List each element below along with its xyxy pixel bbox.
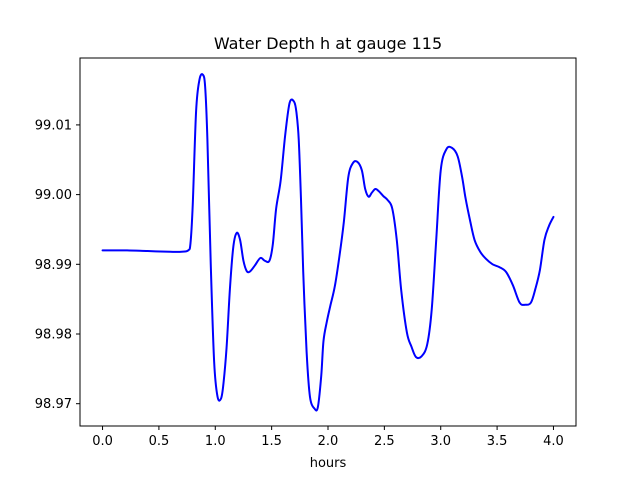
x-tick-label: 2.5 bbox=[374, 434, 395, 449]
x-axis: 0.0 0.5 1.0 1.5 2.0 2.5 3.0 3.5 4.0 bbox=[92, 426, 564, 449]
plot-area bbox=[101, 73, 555, 412]
x-tick-label: 1.0 bbox=[205, 434, 226, 449]
y-tick-label: 98.98 bbox=[35, 328, 72, 343]
y-tick-label: 99.00 bbox=[35, 188, 72, 203]
x-tick-label: 4.0 bbox=[543, 434, 564, 449]
x-tick-label: 2.0 bbox=[318, 434, 339, 449]
x-tick-label: 3.0 bbox=[430, 434, 451, 449]
water-depth-series-line bbox=[101, 73, 555, 412]
chart-title: Water Depth h at gauge 115 bbox=[214, 34, 442, 53]
y-axis: 98.97 98.98 98.99 99.00 99.01 bbox=[35, 118, 80, 412]
x-tick-label: 0.5 bbox=[149, 434, 170, 449]
y-tick-label: 98.97 bbox=[35, 397, 72, 412]
x-tick-label: 1.5 bbox=[261, 434, 282, 449]
x-tick-label: 0.0 bbox=[92, 434, 113, 449]
y-tick-label: 98.99 bbox=[35, 258, 72, 273]
x-axis-label: hours bbox=[310, 456, 347, 471]
y-tick-label: 99.01 bbox=[35, 118, 72, 133]
x-tick-label: 3.5 bbox=[487, 434, 508, 449]
